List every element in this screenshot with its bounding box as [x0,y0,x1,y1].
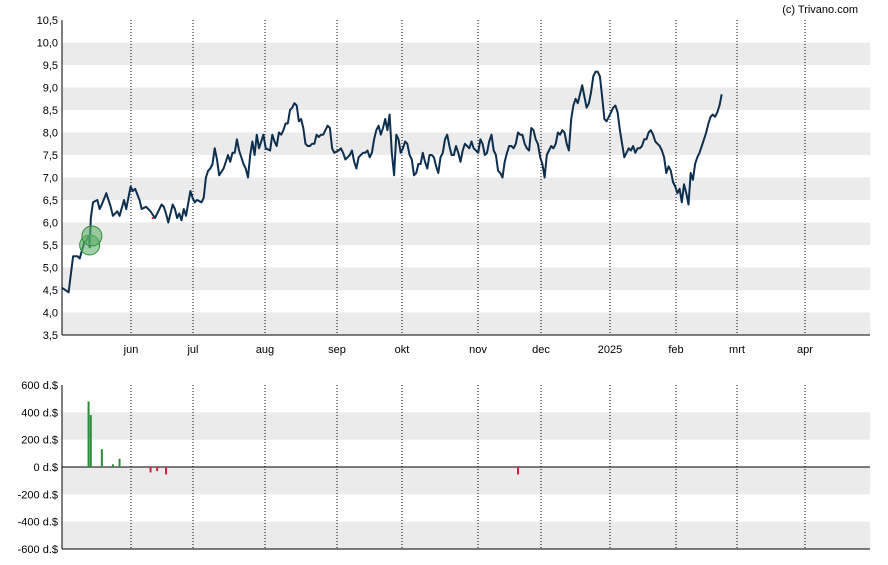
price-y-tick-label: 4,5 [43,285,58,297]
volume-panel-bands [62,412,870,549]
buy-volume-bar [89,415,92,467]
volume-band [62,521,870,549]
volume-y-tick-label: 400 d.$ [21,407,58,419]
x-tick-label: 2025 [598,344,622,356]
price-y-tick-label: 5,0 [43,263,58,275]
price-band [62,267,870,290]
x-tick-label: sep [328,344,346,356]
sell-tick-mark [151,217,154,219]
sell-volume-bar [156,467,159,472]
x-tick-label: mrt [729,344,745,356]
x-tick-label: apr [797,344,813,356]
volume-y-tick-labels: 600 d.$ 400 d.$ 200 d.$ 0 d.$ -200 d.$ -400 d… [18,380,58,556]
volume-y-tick-label: -400 d.$ [18,517,58,529]
credit-text[interactable]: (c) Trivano.com [782,4,858,16]
price-y-tick-label: 9,0 [43,83,58,95]
price-y-tick-label: 8,5 [43,105,58,117]
x-tick-labels: jun jul aug sep okt nov dec 2025 feb mrt apr [123,344,814,356]
price-y-tick-label: 7,5 [43,150,58,162]
x-tick-label: jun [123,344,139,356]
price-series [61,70,723,294]
volume-bars [87,401,520,475]
price-panel-bands [62,42,870,335]
price-band [62,87,870,110]
price-y-tick-label: 10,5 [37,15,58,27]
x-tick-label: jul [186,344,198,356]
x-tick-label: nov [469,344,487,356]
volume-y-tick-label: -600 d.$ [18,544,58,556]
sell-volume-bar [149,467,152,473]
price-band [62,222,870,245]
sell-volume-bar [165,467,168,475]
buy-volume-bar [87,401,90,467]
price-y-tick-label: 6,0 [43,218,58,230]
buy-volume-bar [100,449,103,467]
volume-band [62,467,870,495]
buy-volume-bar [118,458,121,467]
price-y-tick-label: 8,0 [43,128,58,140]
price-band [62,177,870,200]
volume-band [62,412,870,440]
price-y-tick-label: 9,5 [43,60,58,72]
x-tick-label: okt [395,344,410,356]
price-band [62,312,870,335]
price-y-tick-label: 7,0 [43,173,58,185]
volume-y-tick-label: 0 d.$ [34,462,58,474]
price-y-tick-label: 4,0 [43,308,58,320]
x-tick-label: dec [532,344,550,356]
price-line [61,70,723,294]
volume-y-tick-label: 600 d.$ [21,380,58,392]
x-tick-label: feb [668,344,683,356]
insider-buy-marker [81,225,103,247]
price-y-tick-label: 3,5 [43,330,58,342]
volume-y-tick-label: 200 d.$ [21,435,58,447]
price-band [62,42,870,65]
x-tick-label: aug [256,344,274,356]
buy-volume-bar [111,464,114,467]
panel-frames [61,20,870,550]
sell-volume-bar [517,467,520,475]
price-y-tick-labels: 3,5 4,0 4,5 5,0 5,5 6,0 6,5 7,0 7,5 8,0 8,5 9,0 9,5 1… [37,15,58,342]
price-y-tick-label: 6,5 [43,195,58,207]
price-y-tick-label: 5,5 [43,240,58,252]
price-y-tick-label: 10,0 [37,38,58,50]
volume-y-tick-label: -200 d.$ [18,489,58,501]
